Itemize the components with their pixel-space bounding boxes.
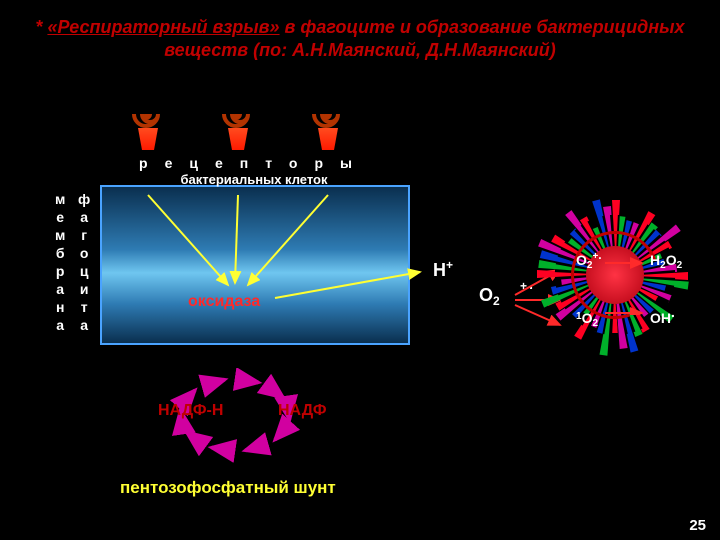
singlet-o2-label: 1O2 [576, 310, 598, 326]
burst-internal-arrows [600, 255, 650, 315]
outflow-arrow [270, 260, 430, 300]
pentose-phosphate-shunt-label: пентозофосфатный шунт [120, 478, 336, 498]
receptor-letters: рецепторы [118, 155, 390, 171]
receptor-spiral-icon [218, 94, 258, 134]
vertical-label-fagotsita: фагоцита [78, 190, 90, 334]
h2o2-label: H2O2 [650, 252, 682, 268]
superoxide-label: О2+. [576, 252, 602, 268]
receptor-spiral-icon [308, 94, 348, 134]
vertical-label-membrana: мембрана [55, 190, 65, 334]
title-underlined: «Респираторный взрыв» [47, 17, 279, 37]
slide-title: * «Респираторный взрыв» в фагоците и обр… [0, 16, 720, 63]
title-prefix: * [35, 17, 47, 37]
page-number: 25 [689, 517, 706, 534]
h-plus-label: H+ [433, 258, 453, 281]
nadph-label: НАДФ-Н [158, 402, 223, 420]
oxidase-label: оксидаза [188, 293, 260, 311]
oh-radical-label: OH. [650, 310, 675, 326]
nadp-label: НАДФ [278, 402, 327, 420]
receptor-spiral-icon [128, 94, 168, 134]
